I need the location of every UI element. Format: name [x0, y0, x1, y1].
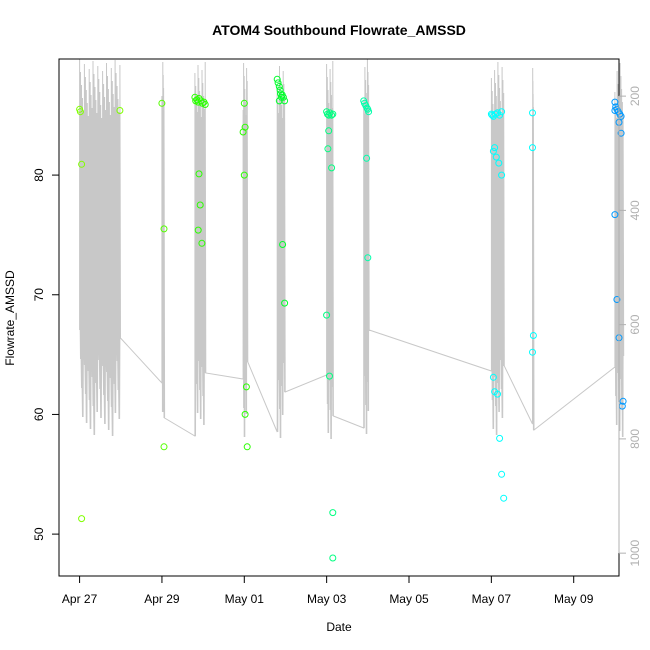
data-point [324, 145, 332, 153]
data-point [196, 201, 204, 209]
data-point [365, 108, 373, 116]
data-point [529, 348, 536, 356]
data-point [279, 241, 287, 248]
data-point [194, 226, 202, 234]
data-point [619, 397, 627, 405]
data-point [160, 443, 168, 451]
x-tick-label: May 05 [389, 592, 429, 606]
x-tick-label: Apr 27 [62, 592, 98, 606]
data-point [78, 515, 86, 523]
plot-frame [58, 58, 620, 577]
data-point [489, 373, 497, 381]
y-tick-label: 50 [32, 527, 46, 541]
data-point [617, 112, 625, 120]
data-point [242, 383, 250, 391]
data-point [529, 109, 536, 117]
y2-tick-label: 800 [628, 429, 642, 449]
data-point [275, 83, 283, 90]
data-point [281, 299, 289, 307]
data-point [329, 110, 337, 118]
y-tick-label: 70 [32, 288, 46, 302]
data-point [496, 111, 504, 119]
data-point [492, 153, 500, 161]
data-point [273, 75, 281, 83]
data-point [364, 254, 372, 262]
data-point [201, 101, 209, 108]
data-point [500, 494, 508, 502]
data-point [195, 170, 203, 178]
data-point [494, 109, 501, 117]
data-point [281, 97, 289, 105]
chart-title: ATOM4 Southbound Flowrate_AMSSD [212, 22, 466, 38]
y2-tick-label: 600 [628, 314, 642, 334]
data-point [274, 79, 282, 87]
data-point [617, 129, 625, 137]
y2-tick-label: 1000 [628, 539, 642, 566]
data-point [498, 470, 506, 478]
data-point [323, 311, 331, 319]
data-point [328, 111, 336, 119]
x-axis-label: Date [326, 620, 352, 634]
data-point [489, 147, 497, 155]
data-point [275, 97, 283, 105]
x-tick-label: Apr 29 [144, 592, 180, 606]
data-point [241, 410, 249, 418]
data-point [329, 554, 337, 562]
data-point [160, 225, 168, 233]
y-tick-label: 80 [32, 168, 46, 182]
data-point [363, 104, 371, 112]
x-tick-label: May 01 [225, 592, 265, 606]
x-tick-label: May 09 [554, 592, 594, 606]
x-axis: Apr 27 Apr 29 May 01 May 03 May 05 May 07 May … [62, 575, 594, 606]
data-point [498, 171, 506, 179]
y2-tick-label: 400 [628, 200, 642, 220]
data-point [529, 144, 536, 152]
data-point [611, 211, 619, 219]
data-point [76, 108, 84, 116]
secondary-trace-line [79, 58, 625, 440]
y2-axis: 200 400 600 800 1000 [618, 86, 642, 567]
data-point [363, 154, 371, 162]
data-point [78, 160, 86, 168]
data-point [158, 99, 166, 107]
data-point [240, 99, 248, 107]
data-point [613, 296, 621, 303]
data-points [76, 75, 627, 562]
y2-tick-label: 200 [628, 86, 642, 106]
data-point [279, 93, 287, 101]
data-point [328, 164, 336, 172]
y-axis-label: Flowrate_AMSSD [3, 270, 17, 366]
background-traces [79, 58, 625, 440]
y-axis: 50 60 70 80 [32, 168, 60, 541]
data-point [494, 390, 501, 398]
data-point [491, 144, 499, 152]
data-point [241, 123, 249, 131]
x-tick-label: May 07 [472, 592, 512, 606]
data-point [498, 108, 506, 116]
data-point [116, 107, 124, 114]
data-point [240, 171, 248, 179]
data-point [495, 159, 503, 167]
data-point [243, 443, 251, 451]
data-point [198, 239, 206, 247]
data-point [496, 434, 504, 442]
x-tick-label: May 03 [307, 592, 347, 606]
data-point [611, 107, 619, 114]
data-point [325, 127, 333, 135]
data-point [329, 509, 337, 517]
data-point [326, 372, 333, 380]
data-point [611, 98, 619, 106]
y-tick-label: 60 [32, 407, 46, 421]
data-point [529, 332, 537, 339]
